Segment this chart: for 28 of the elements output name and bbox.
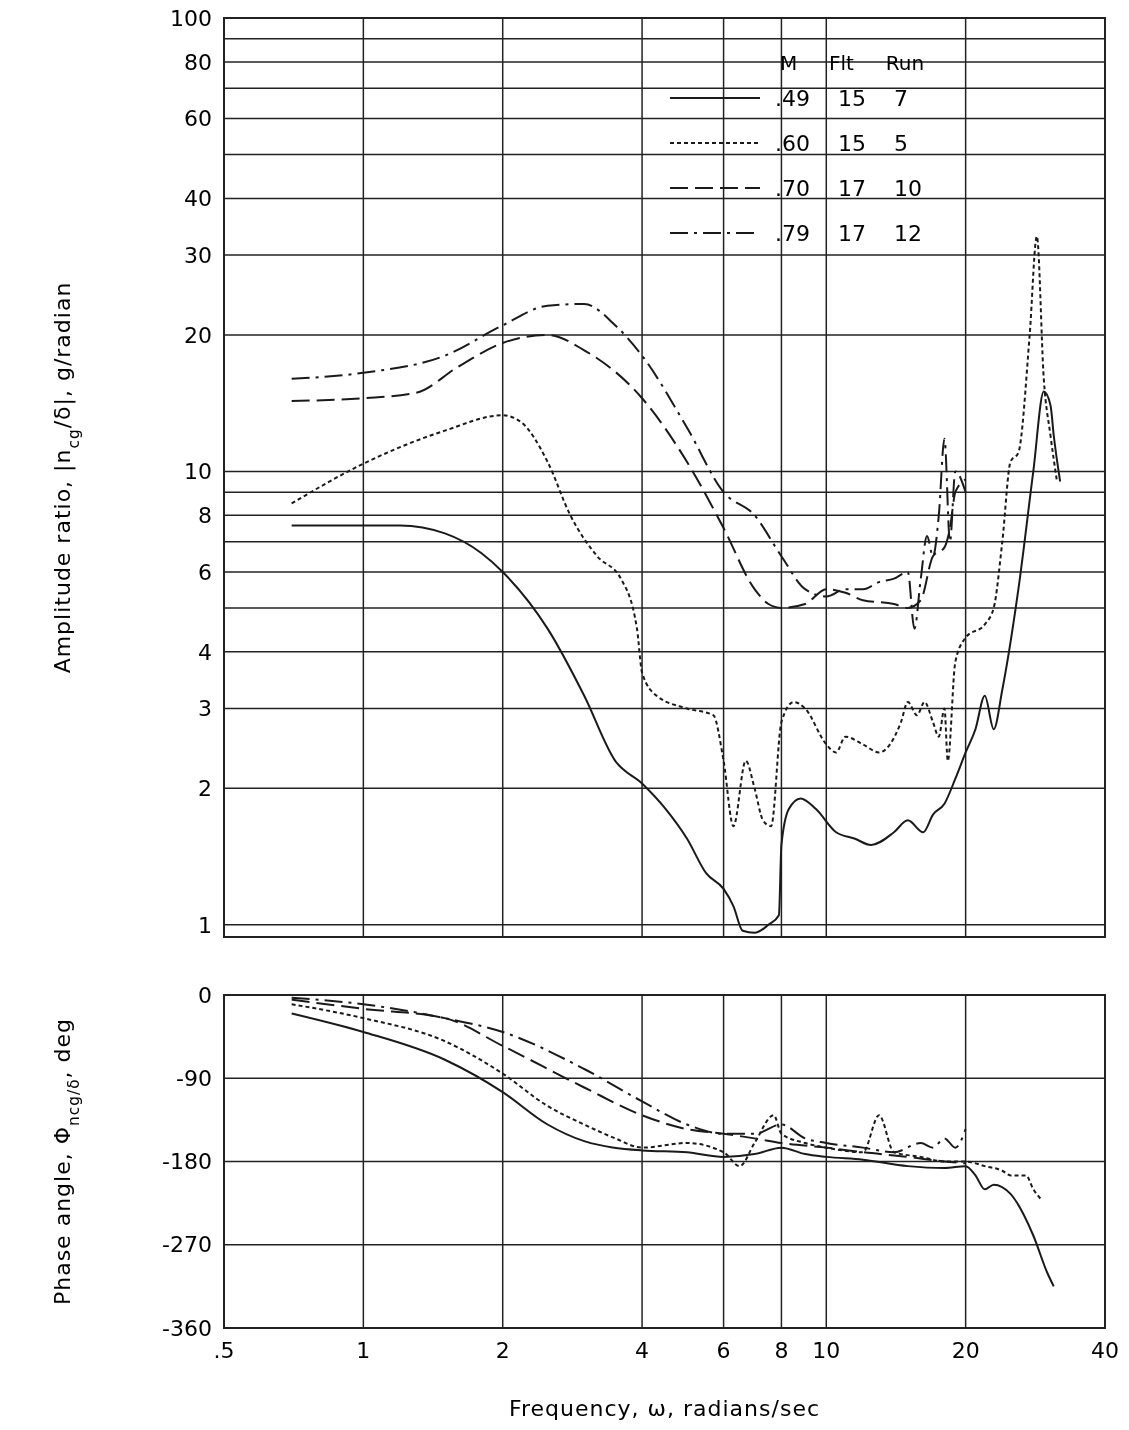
y-tick-label: 4 — [198, 639, 212, 665]
y-tick-label: 1 — [198, 912, 212, 938]
x-tick-label: 1 — [356, 1338, 371, 1363]
y-tick-label: 100 — [170, 5, 212, 31]
x-tick-label: .5 — [213, 1338, 235, 1363]
y-tick-label: -270 — [162, 1232, 212, 1258]
y-tick-label: 40 — [184, 186, 212, 212]
x-tick-label: 20 — [951, 1338, 980, 1363]
x-tick-label: 40 — [1091, 1338, 1119, 1363]
y-tick-label: 80 — [184, 49, 212, 75]
y-tick-label: 2 — [198, 776, 212, 802]
y-tick-label: -180 — [162, 1149, 212, 1175]
x-tick-label: 4 — [635, 1338, 650, 1363]
y-tick-label: 30 — [184, 242, 212, 268]
x-axis-title: Frequency, ω, radians/sec — [508, 1396, 821, 1421]
y-tick-label: -90 — [176, 1065, 212, 1091]
x-tick-label: 10 — [812, 1338, 841, 1363]
y-tick-label: 10 — [184, 459, 212, 485]
y-tick-label: -360 — [162, 1315, 212, 1341]
y-tick-label: 0 — [198, 982, 212, 1008]
y-tick-label: 3 — [198, 696, 212, 722]
y-tick-label: 60 — [184, 106, 212, 132]
x-tick-label: 8 — [774, 1338, 789, 1363]
y-tick-label: 6 — [198, 559, 212, 585]
y-tick-label: 8 — [198, 503, 212, 529]
x-tick-label: 6 — [716, 1338, 731, 1363]
y-tick-label: 20 — [184, 322, 212, 348]
x-tick-label: 2 — [495, 1338, 510, 1363]
